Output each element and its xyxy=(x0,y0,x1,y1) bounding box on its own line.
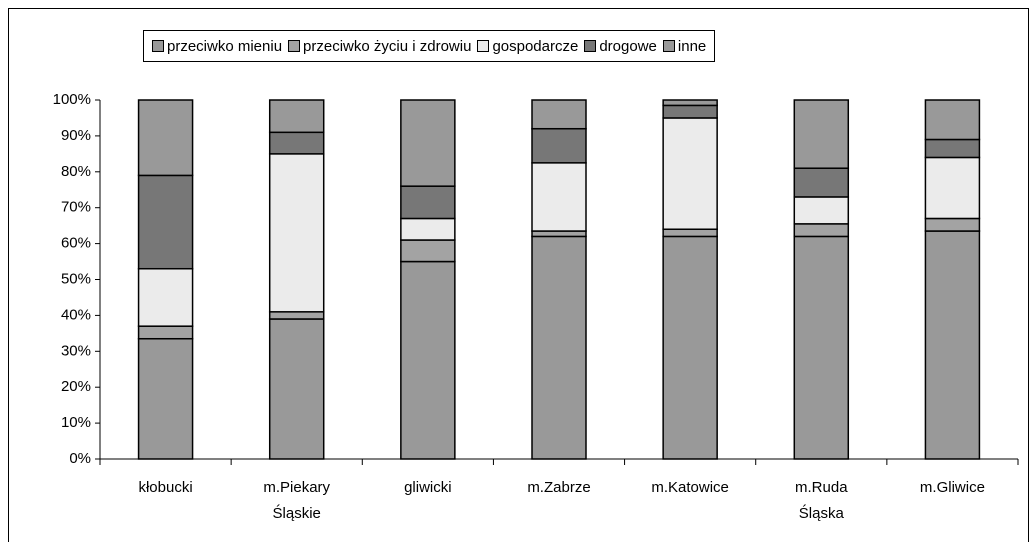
legend-item: drogowe xyxy=(584,38,657,55)
bar-segment xyxy=(400,260,456,460)
y-tick-label: 20% xyxy=(61,378,91,395)
bar-segment xyxy=(400,239,456,263)
y-tick-label: 100% xyxy=(53,91,91,108)
bar-segment xyxy=(137,174,194,270)
y-tick-label: 40% xyxy=(61,306,91,323)
bar-segment xyxy=(137,99,194,177)
bar-segment xyxy=(531,235,587,460)
legend-swatch xyxy=(584,40,597,52)
legend-swatch xyxy=(288,40,301,52)
bar-segment xyxy=(793,223,850,238)
x-tick-label: gliwicki xyxy=(404,479,452,496)
bar-segment xyxy=(268,153,325,313)
legend-swatch xyxy=(662,40,675,52)
bar-segment xyxy=(924,156,981,220)
bar-segment xyxy=(924,217,981,232)
y-tick-label: 30% xyxy=(61,342,91,359)
bar-segment xyxy=(268,131,325,155)
y-tick-label: 0% xyxy=(69,450,91,467)
bar-segment xyxy=(531,99,587,130)
x-tick-label: m.Ruda Śląska xyxy=(795,479,848,522)
x-tick-label: m.Gliwice xyxy=(919,479,985,496)
x-tick-label: m.Katowice xyxy=(651,479,729,496)
y-tick-label: 80% xyxy=(61,163,91,180)
legend-item: przeciwko życiu i zdrowiu xyxy=(288,38,471,55)
x-tick-label: m.Piekary Śląskie xyxy=(263,479,331,522)
bar-segment xyxy=(531,162,587,232)
y-tick-label: 60% xyxy=(61,235,91,252)
bar-segment xyxy=(400,99,456,187)
bar-segment xyxy=(531,230,587,238)
legend-item: inne xyxy=(662,37,707,55)
bar-segment xyxy=(268,318,325,460)
bar-segment xyxy=(793,196,850,225)
legend-swatch xyxy=(477,40,490,52)
bar-segment xyxy=(137,267,194,327)
bar-segment xyxy=(662,99,718,107)
bar-segment xyxy=(137,337,194,460)
y-tick-label: 90% xyxy=(61,127,91,144)
bar-segment xyxy=(400,217,456,241)
bar-segment xyxy=(662,117,718,230)
bar-segment xyxy=(662,104,718,119)
legend-label: przeciwko życiu i zdrowiu xyxy=(303,37,472,55)
bar-segment xyxy=(793,167,850,198)
legend-item: gospodarcze xyxy=(477,38,578,55)
y-tick-label: 50% xyxy=(61,270,91,287)
bar-segment xyxy=(662,228,718,238)
bar-segment xyxy=(793,235,850,460)
chart-border xyxy=(8,8,1029,542)
bar-segment xyxy=(662,235,718,460)
y-tick-label: 10% xyxy=(61,414,91,431)
legend-label: drogowe xyxy=(599,37,657,55)
bar-segment xyxy=(924,230,981,460)
bar-segment xyxy=(268,311,325,320)
bar-segment xyxy=(793,99,850,169)
bar-segment xyxy=(268,99,325,134)
bar-segment xyxy=(924,99,981,141)
bar-segment xyxy=(531,127,587,164)
x-tick-label: kłobucki xyxy=(138,479,193,496)
y-tick-label: 70% xyxy=(61,199,91,216)
bar-segment xyxy=(924,138,981,159)
legend-label: przeciwko mieniu xyxy=(167,37,283,55)
legend: przeciwko mieniu przeciwko życiu i zdrowi… xyxy=(143,30,716,62)
legend-item: przeciwko mieniu xyxy=(152,38,282,55)
bar-segment xyxy=(137,325,194,340)
bar-segment xyxy=(400,185,456,220)
legend-label: inne xyxy=(677,37,707,55)
x-tick-label: m.Zabrze xyxy=(527,479,591,496)
legend-label: gospodarcze xyxy=(492,37,579,55)
legend-swatch xyxy=(152,40,164,52)
